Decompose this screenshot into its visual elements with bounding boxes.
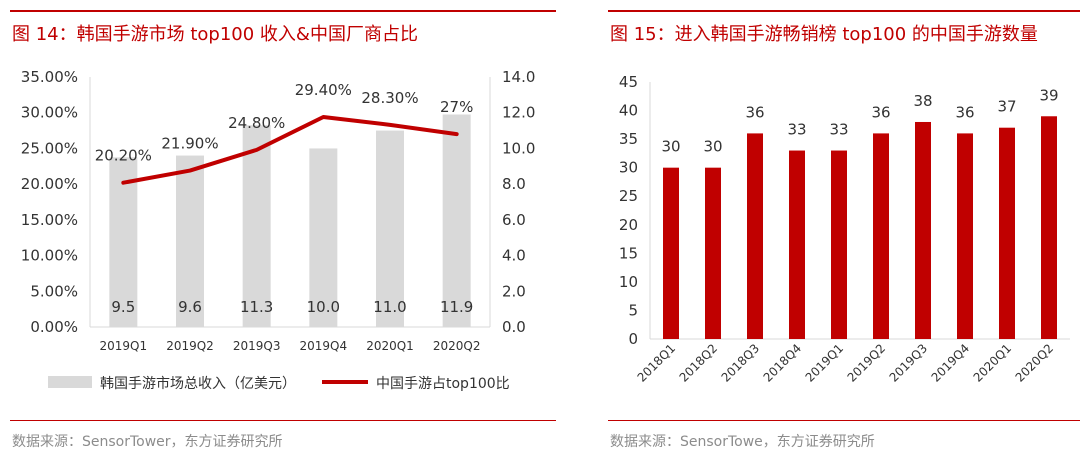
x-tick-label: 2019Q1 <box>100 339 148 353</box>
x-tick-label: 2020Q1 <box>971 341 1015 385</box>
y-tick-label: 5 <box>628 301 638 319</box>
bar-value-label: 30 <box>703 138 722 156</box>
y-tick-label-left: 0.00% <box>30 318 78 336</box>
y-tick-label: 25 <box>619 187 638 205</box>
bar-count <box>1041 116 1057 340</box>
bar-value-label: 33 <box>829 121 848 139</box>
combo-chart: 0.00% 5.00% 10.00% 15.00% 20.00% 25.00% 30.00%… <box>21 68 536 392</box>
legend-label-share: 中国手游占top100比 <box>376 376 510 392</box>
line-value-label: 24.80% <box>228 114 285 132</box>
bar-value-label: 9.6 <box>178 298 202 316</box>
x-tick-label: 2019Q3 <box>233 339 281 353</box>
y-tick-label: 15 <box>619 244 638 262</box>
bar-value-label: 38 <box>913 92 932 110</box>
x-tick-label: 2019Q2 <box>166 339 214 353</box>
bar-value-label: 39 <box>1039 86 1058 104</box>
title-rule <box>10 10 556 12</box>
legend-label-revenue: 韩国手游市场总收入（亿美元） <box>100 375 296 392</box>
chart-title: 图 15：进入韩国手游畅销榜 top100 的中国手游数量 <box>610 24 1038 45</box>
y-tick-label-right: 2.0 <box>502 282 526 300</box>
bar-count <box>915 121 931 339</box>
x-tick-label: 2019Q2 <box>845 341 889 385</box>
chart-panel-left: 图 14：韩国手游市场 top100 收入&中国厂商占比 0.00% 5.00% 1… <box>10 10 556 450</box>
y-tick-label-right: 10.0 <box>502 139 535 157</box>
x-tick-label: 2019Q1 <box>803 341 847 385</box>
x-tick-label: 2020Q1 <box>366 339 414 353</box>
bar-value-label: 30 <box>661 138 680 156</box>
x-tick-label: 2019Q3 <box>887 341 931 385</box>
y-tick-label-right: 0.0 <box>502 318 526 336</box>
line-value-label: 29.40% <box>295 81 352 99</box>
x-tick-label: 2018Q1 <box>635 341 679 385</box>
bar-value-label: 11.9 <box>440 298 473 316</box>
bar-value-label: 11.0 <box>373 298 406 316</box>
y-tick-label-left: 15.00% <box>21 211 78 229</box>
bar-revenue <box>176 155 204 327</box>
x-tick-label: 2020Q2 <box>1013 341 1057 385</box>
bar-value-label: 11.3 <box>240 298 273 316</box>
bar-revenue <box>109 157 138 327</box>
line-china-share <box>121 115 459 185</box>
y-tick-label-right: 14.0 <box>502 68 535 86</box>
bar-revenue <box>242 125 271 327</box>
bar-value-label: 36 <box>745 103 764 121</box>
y-tick-label-left: 5.00% <box>30 282 78 300</box>
y-tick-label-right: 6.0 <box>502 211 526 229</box>
y-tick-label: 40 <box>619 102 638 120</box>
y-tick-label-left: 10.00% <box>21 247 78 265</box>
x-tick-label: 2018Q4 <box>761 341 805 385</box>
bar-revenue <box>309 148 338 327</box>
bar-count <box>747 133 763 339</box>
y-tick-label-left: 20.00% <box>21 175 78 193</box>
source-rule <box>10 420 556 421</box>
bar-revenue <box>442 114 471 327</box>
bar-value-label: 36 <box>871 103 890 121</box>
bar-count <box>663 167 679 339</box>
line-value-label: 28.30% <box>361 89 418 107</box>
legend-swatch-revenue <box>48 376 92 388</box>
bar-value-label: 10.0 <box>307 298 340 316</box>
bar-chart: 0 5 10 15 20 25 30 35 40 45 30 2018Q1 30 2018Q2 36 2018… <box>619 73 1070 385</box>
bar-count <box>789 150 805 339</box>
y-tick-label-left: 35.00% <box>21 68 78 86</box>
y-tick-label: 20 <box>619 216 638 234</box>
bar-count <box>873 133 889 339</box>
y-tick-label-left: 30.00% <box>21 104 78 122</box>
y-tick-label-right: 12.0 <box>502 104 535 122</box>
y-tick-label-left: 25.00% <box>21 139 78 157</box>
title-rule <box>608 10 1080 12</box>
x-tick-label: 2018Q2 <box>677 341 721 385</box>
y-tick-label: 10 <box>619 273 638 291</box>
y-tick-label: 35 <box>619 130 638 148</box>
x-tick-label: 2019Q4 <box>929 341 973 385</box>
line-value-label: 21.90% <box>161 135 218 153</box>
bar-count <box>831 150 847 339</box>
chart-title: 图 14：韩国手游市场 top100 收入&中国厂商占比 <box>12 24 418 45</box>
y-tick-label: 0 <box>628 330 638 348</box>
x-tick-label: 2020Q2 <box>433 339 481 353</box>
y-tick-label: 30 <box>619 159 638 177</box>
line-value-label: 27% <box>440 98 473 116</box>
y-tick-label-right: 8.0 <box>502 175 526 193</box>
x-tick-label: 2018Q3 <box>719 341 763 385</box>
line-value-label: 20.20% <box>95 147 152 165</box>
source-note: 数据来源：SensorTower，东方证券研究所 <box>12 434 283 450</box>
bar-count <box>705 167 721 339</box>
bar-value-label: 37 <box>997 98 1016 116</box>
bar-value-label: 33 <box>787 121 806 139</box>
bar-value-label: 36 <box>955 103 974 121</box>
y-tick-label-right: 4.0 <box>502 247 526 265</box>
y-tick-label: 45 <box>619 73 638 91</box>
bar-count <box>957 133 973 339</box>
bar-value-label: 9.5 <box>111 298 135 316</box>
bar-revenue <box>376 130 404 327</box>
chart-panel-right: 图 15：进入韩国手游畅销榜 top100 的中国手游数量 0 5 10 15 20 25… <box>598 0 1080 467</box>
bar-count <box>999 127 1015 339</box>
x-tick-label: 2019Q4 <box>300 339 348 353</box>
source-note: 数据来源：SensorTowe，东方证券研究所 <box>610 434 875 450</box>
source-rule <box>608 420 1080 421</box>
